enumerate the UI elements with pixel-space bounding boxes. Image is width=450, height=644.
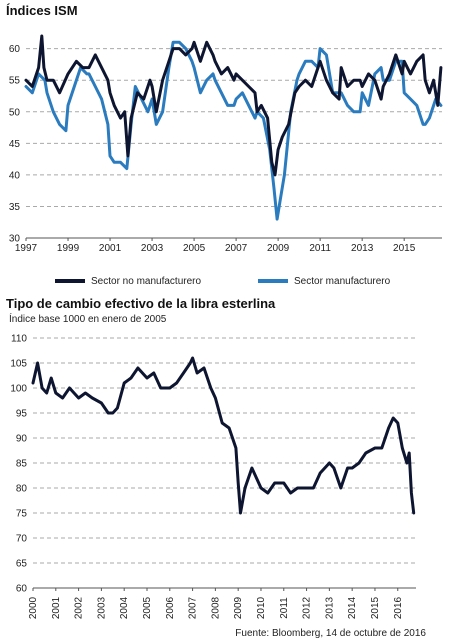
y-tick-label: 110 xyxy=(11,334,27,345)
x-tick-label: 1999 xyxy=(57,243,80,254)
x-tick-label: 2013 xyxy=(351,243,374,254)
x-tick-label: 2015 xyxy=(393,243,416,254)
x-tick-label: 2005 xyxy=(183,243,206,254)
series-line-nonmanufacturing xyxy=(31,356,416,515)
y-tick-label: 90 xyxy=(16,434,28,445)
y-tick-label: 75 xyxy=(16,509,28,520)
y-tick-label: 45 xyxy=(9,139,21,150)
y-tick-label: 60 xyxy=(16,584,28,595)
x-tick-label: 2011 xyxy=(279,597,290,619)
y-tick-label: 100 xyxy=(10,384,27,395)
x-tick-label: 2012 xyxy=(302,596,313,619)
y-tick-label: 65 xyxy=(16,559,28,570)
chart1-title: Índices ISM xyxy=(6,3,78,18)
x-tick-label: 2003 xyxy=(141,243,164,254)
chart-ism: 30 35 40 45 50 55 60 1997 1999 2001 2003 2005 2007 20… xyxy=(9,34,443,254)
y-tick-label: 70 xyxy=(16,534,28,545)
x-tick-label: 2009 xyxy=(267,243,290,254)
series-line-nonmanufacturing xyxy=(24,34,443,177)
source-note: Fuente: Bloomberg, 14 de octubre de 2016 xyxy=(235,628,426,639)
y-tick-label: 95 xyxy=(16,409,28,420)
y-tick-label: 55 xyxy=(9,76,21,87)
legend-label-nonmanufacturing: Sector no manufacturero xyxy=(91,276,201,287)
chart2-title: Tipo de cambio efectivo de la libra este… xyxy=(6,296,276,311)
x-tick-label: 2010 xyxy=(256,596,267,619)
x-tick-label: 2001 xyxy=(99,243,122,254)
x-tick-label: 2011 xyxy=(309,243,331,254)
x-tick-label: 2007 xyxy=(188,596,199,619)
x-tick-label: 2001 xyxy=(51,596,62,619)
x-tick-label: 2006 xyxy=(165,596,176,619)
x-tick-label: 2013 xyxy=(324,596,335,619)
y-tick-label: 85 xyxy=(16,459,28,470)
x-tick-label: 2004 xyxy=(119,596,130,619)
x-tick-label: 2009 xyxy=(233,596,244,619)
x-tick-label: 2007 xyxy=(225,243,248,254)
x-tick-label: 2008 xyxy=(210,596,221,619)
y-tick-label: 35 xyxy=(9,202,21,213)
legend: Sector no manufacturero Sector manufactu… xyxy=(55,276,391,287)
y-tick-label: 40 xyxy=(9,170,21,181)
y-tick-label: 105 xyxy=(10,359,27,370)
y-tick-label: 30 xyxy=(9,234,21,245)
x-tick-label: 2014 xyxy=(347,596,358,619)
x-tick-label: 2016 xyxy=(393,596,404,619)
y-tick-label: 50 xyxy=(9,107,21,118)
y-tick-label: 80 xyxy=(16,484,28,495)
chart-sterling: 60 65 70 75 80 85 90 95 100 105 110 2000 2001 2002 200… xyxy=(10,334,416,619)
x-tick-label: 2003 xyxy=(96,596,107,619)
x-tick-label: 2015 xyxy=(370,596,381,619)
x-tick-label: 1997 xyxy=(15,243,38,254)
x-tick-label: 2005 xyxy=(142,596,153,619)
x-tick-label: 2002 xyxy=(74,596,85,619)
series-line-manufacturing xyxy=(24,40,443,221)
chart2-subtitle: Índice base 1000 en enero de 2005 xyxy=(9,312,167,325)
legend-label-manufacturing: Sector manufacturero xyxy=(294,276,391,287)
y-tick-label: 60 xyxy=(9,44,21,55)
x-tick-label: 2000 xyxy=(28,596,39,619)
